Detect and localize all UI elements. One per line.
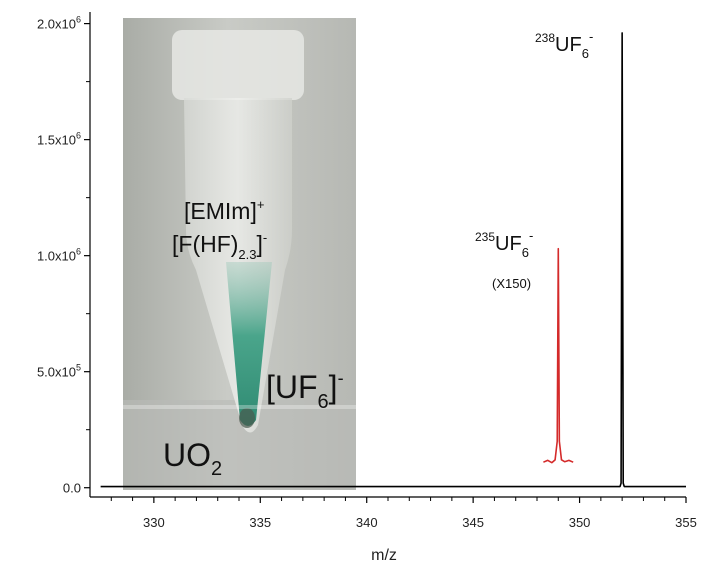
series-line-1 [543, 247, 574, 464]
vial-cap [172, 30, 304, 100]
photo-label-anion: [F(HF)2.3]- [172, 230, 267, 262]
peak-label-238: 238UF6- [535, 29, 593, 61]
photo-label-reactant: UO2 [163, 437, 222, 480]
x-axis-title: m/z [371, 547, 397, 564]
green-liquid [226, 262, 272, 426]
y-tick-label: 0.0 [63, 481, 81, 496]
photo-label-product: [UF6]- [266, 368, 344, 413]
peak-label-235-note: (X150) [492, 276, 531, 291]
y-tick-label: 1.5x106 [37, 131, 81, 148]
x-tick-label: 340 [356, 515, 378, 530]
x-tick-label: 335 [249, 515, 271, 530]
x-tick-label: 350 [569, 515, 591, 530]
y-tick-label: 1.0x106 [37, 247, 81, 264]
vial-photo [123, 18, 356, 490]
x-tick-label: 355 [675, 515, 697, 530]
x-tick-label: 330 [143, 515, 165, 530]
y-tick-label: 5.0x105 [37, 363, 81, 380]
x-tick-label: 345 [462, 515, 484, 530]
y-tick-label: 2.0x106 [37, 15, 81, 32]
peak-label-235: 235UF6- [475, 228, 533, 260]
uo2-solid [239, 408, 255, 428]
series-line-0 [100, 32, 686, 488]
photo-label-cation: [EMIm]+ [184, 197, 264, 224]
